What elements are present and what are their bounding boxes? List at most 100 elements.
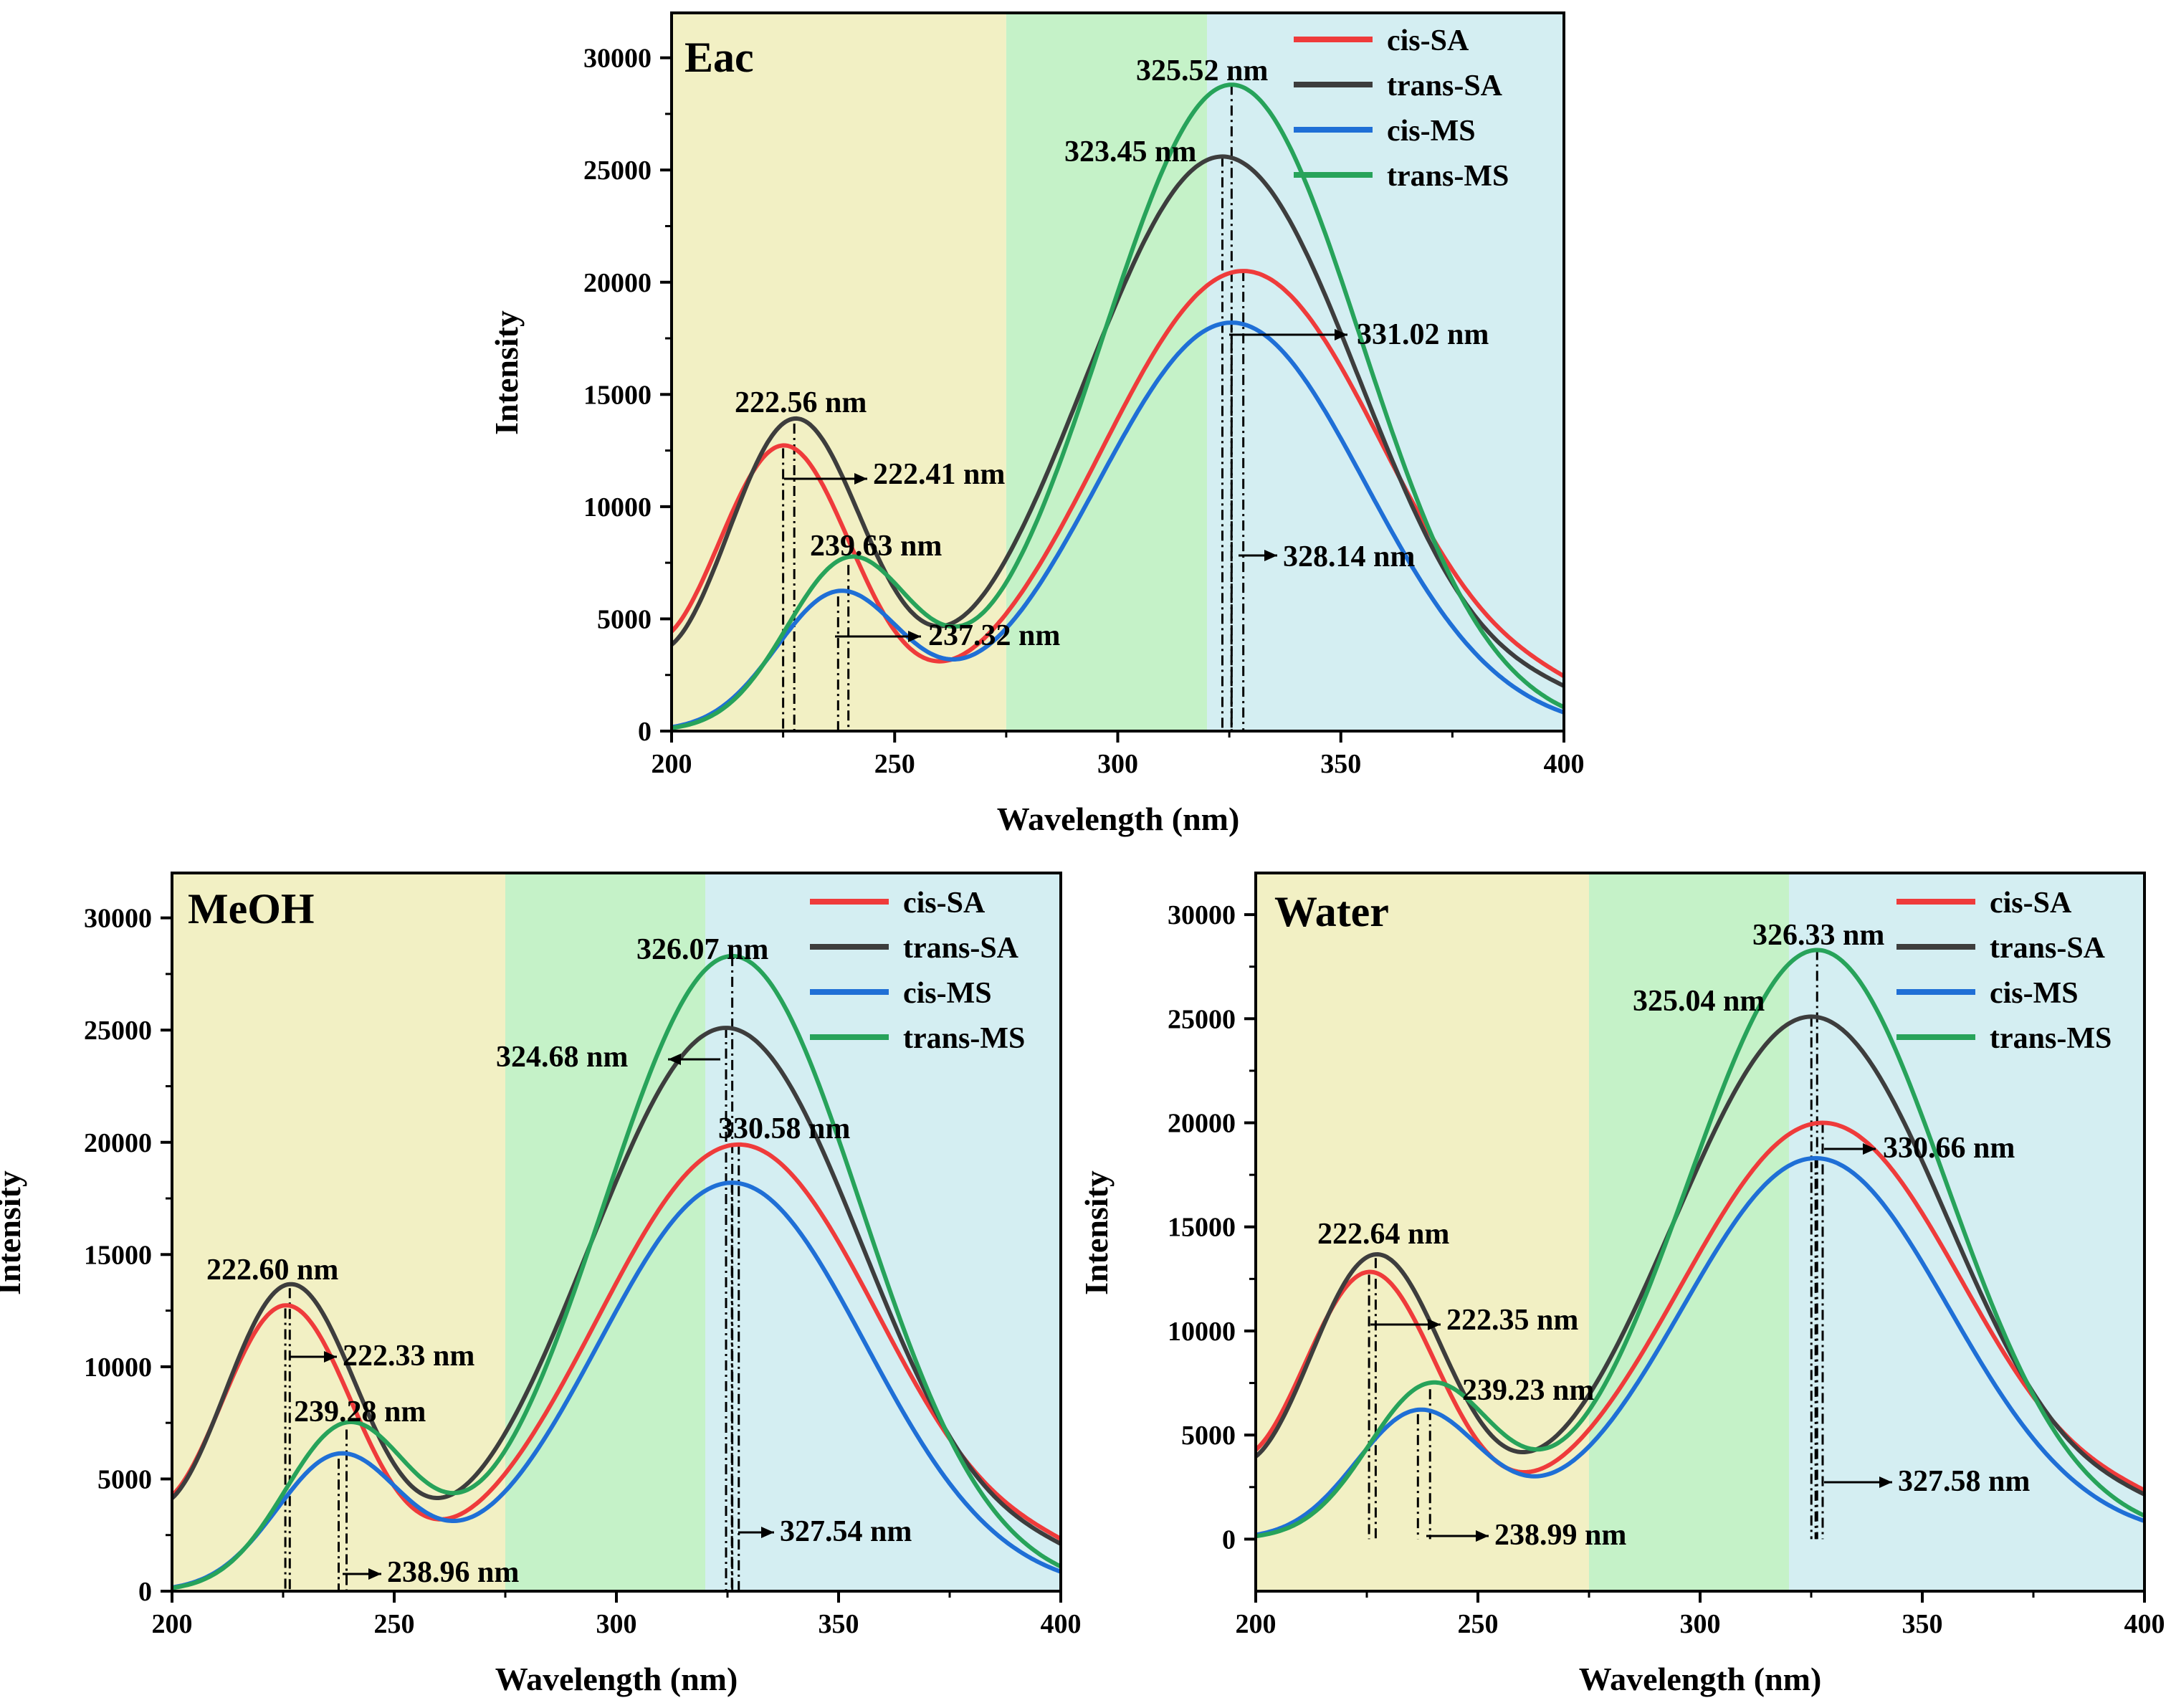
x-tick-label: 400 (1544, 749, 1585, 779)
y-tick-label: 20000 (84, 1128, 152, 1158)
x-tick-label: 350 (1902, 1609, 1943, 1639)
series-line-trans-MS (672, 82, 1564, 730)
x-tick-label: 300 (1097, 749, 1138, 779)
y-tick-label: 25000 (84, 1016, 152, 1046)
peak-annotation: 328.14 nm (1283, 540, 1415, 573)
y-tick-label: 5000 (1181, 1421, 1236, 1451)
y-tick-label: 25000 (583, 156, 652, 186)
peak-annotation: 239.63 nm (810, 530, 942, 563)
annotation-arrow-head (854, 473, 867, 485)
x-axis-label: Wavelength (nm) (997, 801, 1240, 837)
series-line-cis-MS (172, 1180, 1061, 1590)
x-tick-label: 400 (1041, 1609, 1082, 1639)
y-tick-label: 20000 (1168, 1109, 1236, 1139)
series-line-trans-SA (1256, 1014, 2144, 1497)
legend-label-trans-MS: trans-MS (1387, 160, 1509, 193)
annotation-arrow-head (1335, 329, 1347, 340)
legend-label-cis-MS: cis-MS (1387, 115, 1476, 148)
annotation-arrow-head (668, 1054, 681, 1065)
x-tick-label: 250 (1458, 1609, 1499, 1639)
y-tick-label: 0 (638, 717, 652, 747)
peak-annotation: 238.99 nm (1494, 1519, 1626, 1552)
y-tick-label: 15000 (583, 380, 652, 410)
y-tick-label: 10000 (583, 492, 652, 523)
y-axis-label: Intensity (1078, 1170, 1115, 1295)
series-line-cis-SA (1256, 1120, 2144, 1492)
legend-label-cis-SA: cis-SA (1990, 887, 2072, 920)
peak-annotation: 222.33 nm (343, 1340, 474, 1373)
legend-label-trans-SA: trans-SA (1990, 932, 2106, 965)
y-tick-label: 10000 (1168, 1317, 1236, 1347)
y-tick-label: 25000 (1168, 1004, 1236, 1034)
chart-panel-meoh: 200 250 300 350 400 0 5000 10000 15000 20000 25000… (0, 872, 1082, 1697)
series-line-trans-MS (172, 953, 1061, 1590)
peak-annotation: 323.45 nm (1064, 135, 1196, 168)
annotation-arrow-head (1264, 550, 1277, 561)
series-line-cis-SA (672, 269, 1564, 678)
legend-label-trans-MS: trans-MS (903, 1022, 1025, 1055)
annotation-arrow-head (1863, 1143, 1876, 1155)
peak-annotation: 222.56 nm (735, 386, 867, 419)
legend-label-trans-MS: trans-MS (1990, 1022, 2112, 1055)
region-band-2 (1207, 13, 1564, 731)
peak-annotation: 327.54 nm (780, 1515, 912, 1548)
series-line-trans-SA (672, 154, 1564, 688)
peak-annotation: 330.66 nm (1883, 1132, 2015, 1165)
x-tick-label: 300 (596, 1609, 637, 1639)
x-tick-label: 200 (652, 749, 692, 779)
legend-label-cis-MS: cis-MS (1990, 977, 2079, 1010)
x-tick-label: 200 (1236, 1609, 1277, 1639)
y-axis-label: Intensity (0, 1170, 27, 1295)
y-tick-label: 15000 (84, 1240, 152, 1270)
peak-annotation: 222.60 nm (206, 1254, 338, 1287)
y-tick-label: 30000 (583, 44, 652, 74)
series-line-cis-SA (172, 1142, 1061, 1541)
annotation-arrow-head (908, 631, 921, 642)
peak-annotation: 222.35 nm (1446, 1304, 1578, 1337)
series-line-cis-MS (1256, 1155, 2144, 1537)
y-tick-label: 0 (1222, 1525, 1236, 1555)
series-line-trans-MS (1256, 948, 2144, 1539)
peak-annotation: 326.07 nm (636, 933, 768, 966)
x-tick-label: 250 (874, 749, 915, 779)
peak-annotation: 238.96 nm (387, 1556, 519, 1589)
legend-label-trans-SA: trans-SA (903, 932, 1019, 965)
y-tick-label: 5000 (97, 1464, 152, 1494)
peak-annotation: 222.64 nm (1317, 1218, 1449, 1251)
annotation-arrow-head (761, 1527, 774, 1538)
peak-annotation: 324.68 nm (496, 1041, 628, 1074)
y-tick-label: 5000 (597, 604, 652, 634)
y-tick-label: 20000 (583, 268, 652, 298)
x-tick-label: 250 (374, 1609, 415, 1639)
region-band-1 (505, 873, 705, 1591)
annotation-arrow-head (1428, 1319, 1441, 1330)
y-tick-label: 30000 (84, 904, 152, 934)
panel-title: Eac (684, 34, 754, 81)
panel-title: MeOH (188, 885, 315, 932)
x-axis-label: Wavelength (nm) (1579, 1661, 1822, 1697)
series-line-cis-MS (672, 320, 1564, 730)
peak-annotation: 331.02 nm (1357, 318, 1489, 351)
peak-annotation: 325.52 nm (1136, 54, 1268, 87)
region-band-1 (1589, 873, 1789, 1591)
peak-annotation: 237.32 nm (928, 619, 1060, 652)
peak-annotation: 327.58 nm (1898, 1465, 2030, 1498)
annotation-arrow-head (324, 1351, 337, 1363)
legend-label-cis-MS: cis-MS (903, 977, 992, 1010)
panel-title: Water (1274, 888, 1389, 935)
legend-label-cis-SA: cis-SA (1387, 24, 1469, 57)
y-tick-label: 10000 (84, 1352, 152, 1383)
x-axis-label: Wavelength (nm) (495, 1661, 738, 1697)
x-tick-label: 200 (152, 1609, 193, 1639)
peak-annotation: 239.23 nm (1462, 1374, 1594, 1407)
region-band-2 (705, 873, 1061, 1591)
x-tick-label: 300 (1680, 1609, 1721, 1639)
annotation-arrow-head (1476, 1530, 1489, 1542)
legend-label-cis-SA: cis-SA (903, 887, 986, 920)
y-tick-label: 15000 (1168, 1213, 1236, 1243)
peak-annotation: 330.58 nm (718, 1112, 850, 1145)
region-band-1 (1006, 13, 1207, 731)
peak-annotation: 326.33 nm (1752, 919, 1884, 952)
annotation-arrow-head (368, 1568, 381, 1580)
